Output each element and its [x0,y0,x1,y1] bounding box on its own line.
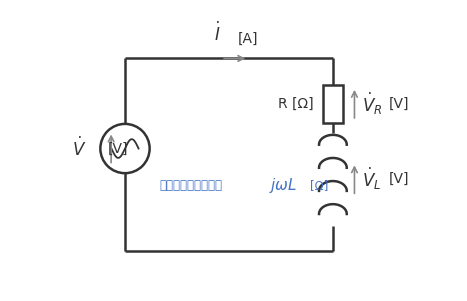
Text: [V]: [V] [389,97,410,111]
Text: [Ω]: [Ω] [310,179,328,192]
Text: 誘導リアクタンス：: 誘導リアクタンス： [160,179,223,192]
Bar [323,85,343,123]
Text: $\dot{V}$: $\dot{V}$ [72,137,86,160]
Text: [V]: [V] [107,141,128,156]
Text: [V]: [V] [389,172,410,186]
Text: $\dot{V}_R$: $\dot{V}_R$ [362,91,382,117]
Text: $\dot{V}_L$: $\dot{V}_L$ [362,166,382,192]
Text: $\dot{I}$: $\dot{I}$ [214,22,220,45]
Text: $j\omega L$: $j\omega L$ [269,176,297,195]
Text: [A]: [A] [238,31,259,45]
Text: R [Ω]: R [Ω] [278,97,314,111]
